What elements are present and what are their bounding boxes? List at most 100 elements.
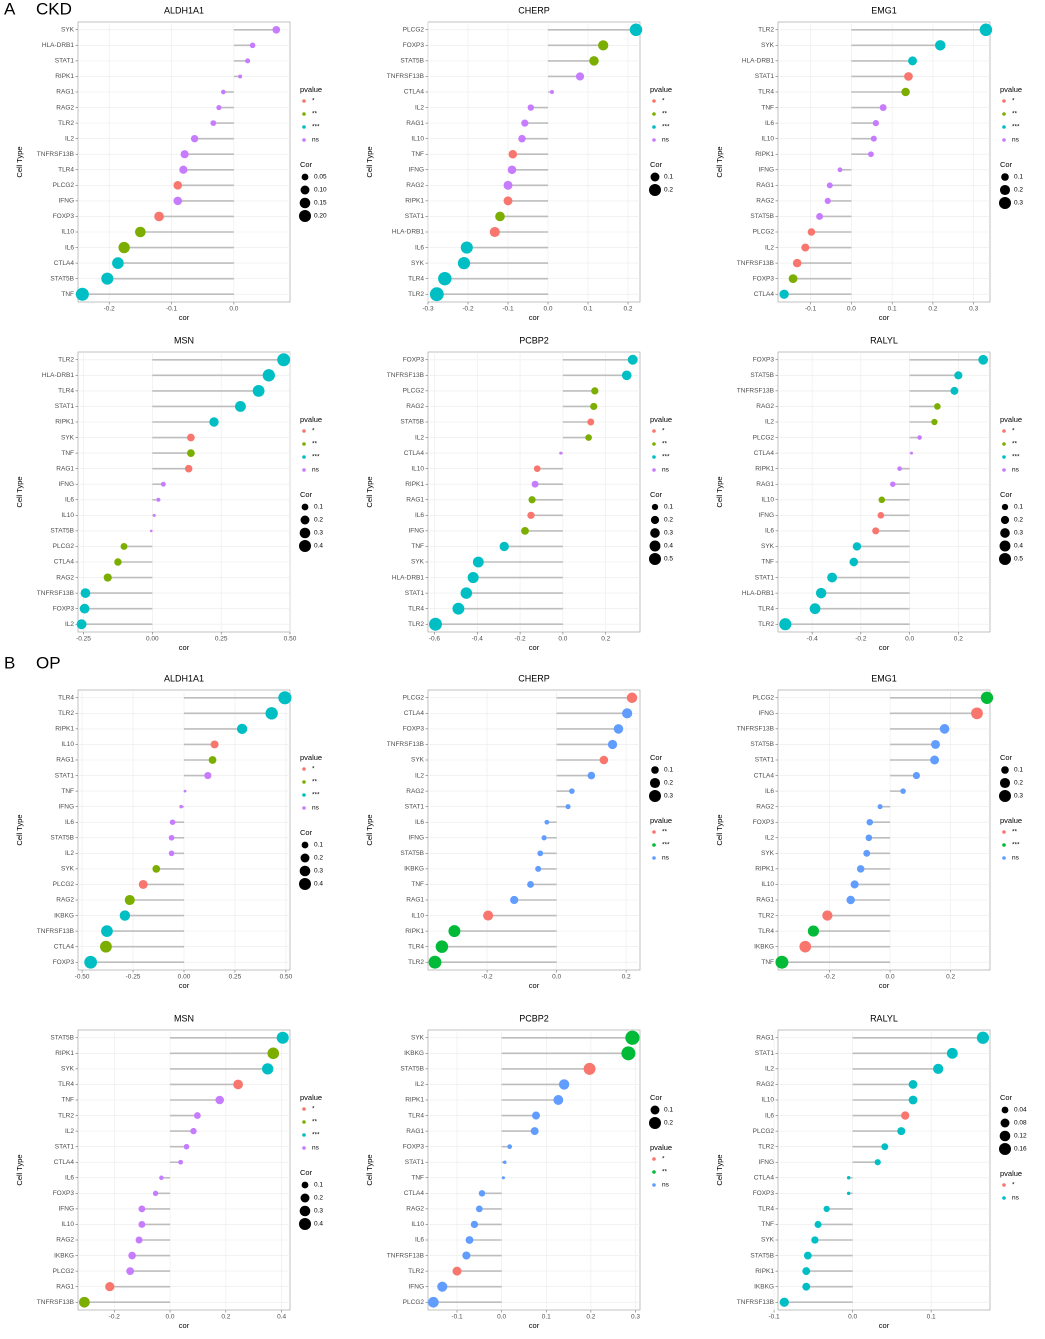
legend-label: * [662,1156,665,1163]
legend-key [652,856,656,860]
category-label: PLCG2 [753,229,775,236]
dot [826,182,833,189]
dot [435,940,449,953]
category-label: RAG1 [756,182,774,189]
x-tick-label: 0.3 [631,1314,640,1321]
dot [103,573,112,582]
dot [152,865,161,873]
legend-label: ns [1012,1195,1020,1202]
dot [209,417,219,427]
category-label: IL6 [765,1112,774,1119]
category-label: HLA-DRB1 [742,58,775,65]
legend-label: *** [312,792,320,799]
dot [457,256,471,270]
legend-size-key [650,1105,660,1115]
x-tick-label: -0.2 [855,636,867,643]
category-label: IL10 [761,881,774,888]
dot [503,180,513,190]
y-axis-label: Cell Type [715,476,724,507]
category-label: FOXP3 [403,42,425,49]
category-label: IL10 [411,1221,424,1228]
dot [613,724,624,734]
x-tick-label: 0.0 [497,1314,506,1321]
legend-title: Cor [300,490,313,499]
legend-title: pvalue [1000,816,1022,825]
category-label: RIPK1 [755,1268,774,1275]
dot [183,1143,190,1150]
dot [912,771,921,780]
legend-label: ns [312,805,320,812]
x-tick-label: 0.1 [583,306,592,313]
dot [908,1095,918,1105]
y-axis-label: Cell Type [15,476,24,507]
legend-label: 0.08 [1014,1120,1027,1127]
category-label: TLR2 [58,356,74,363]
legend-label: ** [662,829,668,836]
category-label: IFNG [58,481,74,488]
legend-key [302,429,306,433]
dot [946,1047,958,1059]
category-label: TNFRSF13B [387,741,424,748]
dot [934,403,941,410]
dot [607,739,618,750]
dot [204,771,212,780]
legend-key [302,99,306,103]
dot [135,1236,143,1244]
legend-title: pvalue [1000,85,1022,94]
dot [220,89,226,95]
x-tick-label: 0.2 [601,636,610,643]
legend-label: 0.4 [314,881,323,888]
legend-key [652,429,656,433]
legend-key [302,455,306,459]
legend-key [1002,138,1006,142]
category-label: PLCG2 [53,182,75,189]
legend-label: 0.4 [314,543,323,550]
category-label: RIPK1 [755,465,774,472]
legend-key [652,138,656,142]
dot [565,804,571,810]
category-label: PLCG2 [53,543,75,550]
category-label: STAT1 [755,574,775,581]
category-label: IFNG [408,166,424,173]
legend-label: *** [662,124,670,131]
dot [238,74,243,79]
dot [76,619,87,630]
legend-title: pvalue [650,415,672,424]
legend-size-key [1001,1106,1009,1114]
dot [599,755,609,765]
dot [208,756,217,764]
legend-title: pvalue [650,816,672,825]
category-label: IL10 [761,135,774,142]
legend-key [302,1133,306,1137]
legend-label: 0.1 [1014,174,1023,181]
legend-label: 0.3 [1014,793,1023,800]
legend-title: pvalue [1000,415,1022,424]
x-tick-label: -0.2 [462,306,474,313]
x-tick-label: -0.1 [805,306,817,313]
chart-title: ALDH1A1 [164,5,204,15]
x-tick-label: -0.2 [104,306,116,313]
dot [154,211,164,222]
legend-key [652,1183,656,1187]
dot [850,880,859,889]
category-label: CTLA4 [404,89,425,96]
legend-size-key [299,878,311,890]
dot [194,1112,201,1119]
chart-title: EMG1 [871,673,897,683]
category-label: TLR4 [758,605,774,612]
dot [849,557,859,567]
legend-key [1002,830,1006,834]
legend-size-key [649,184,661,196]
legend-size-key [999,1130,1011,1142]
plot-panel [77,351,291,633]
category-label: RAG2 [56,897,74,904]
x-axis-label: cor [179,313,190,322]
category-label: STAT1 [755,73,775,80]
category-label: STAT1 [755,1050,775,1057]
category-label: TLR2 [58,120,74,127]
x-tick-label: 0.0 [552,974,561,981]
y-axis-label: Cell Type [365,814,374,845]
category-label: RAG2 [406,788,424,795]
legend-key [302,1107,306,1111]
category-label: TLR4 [408,275,424,282]
